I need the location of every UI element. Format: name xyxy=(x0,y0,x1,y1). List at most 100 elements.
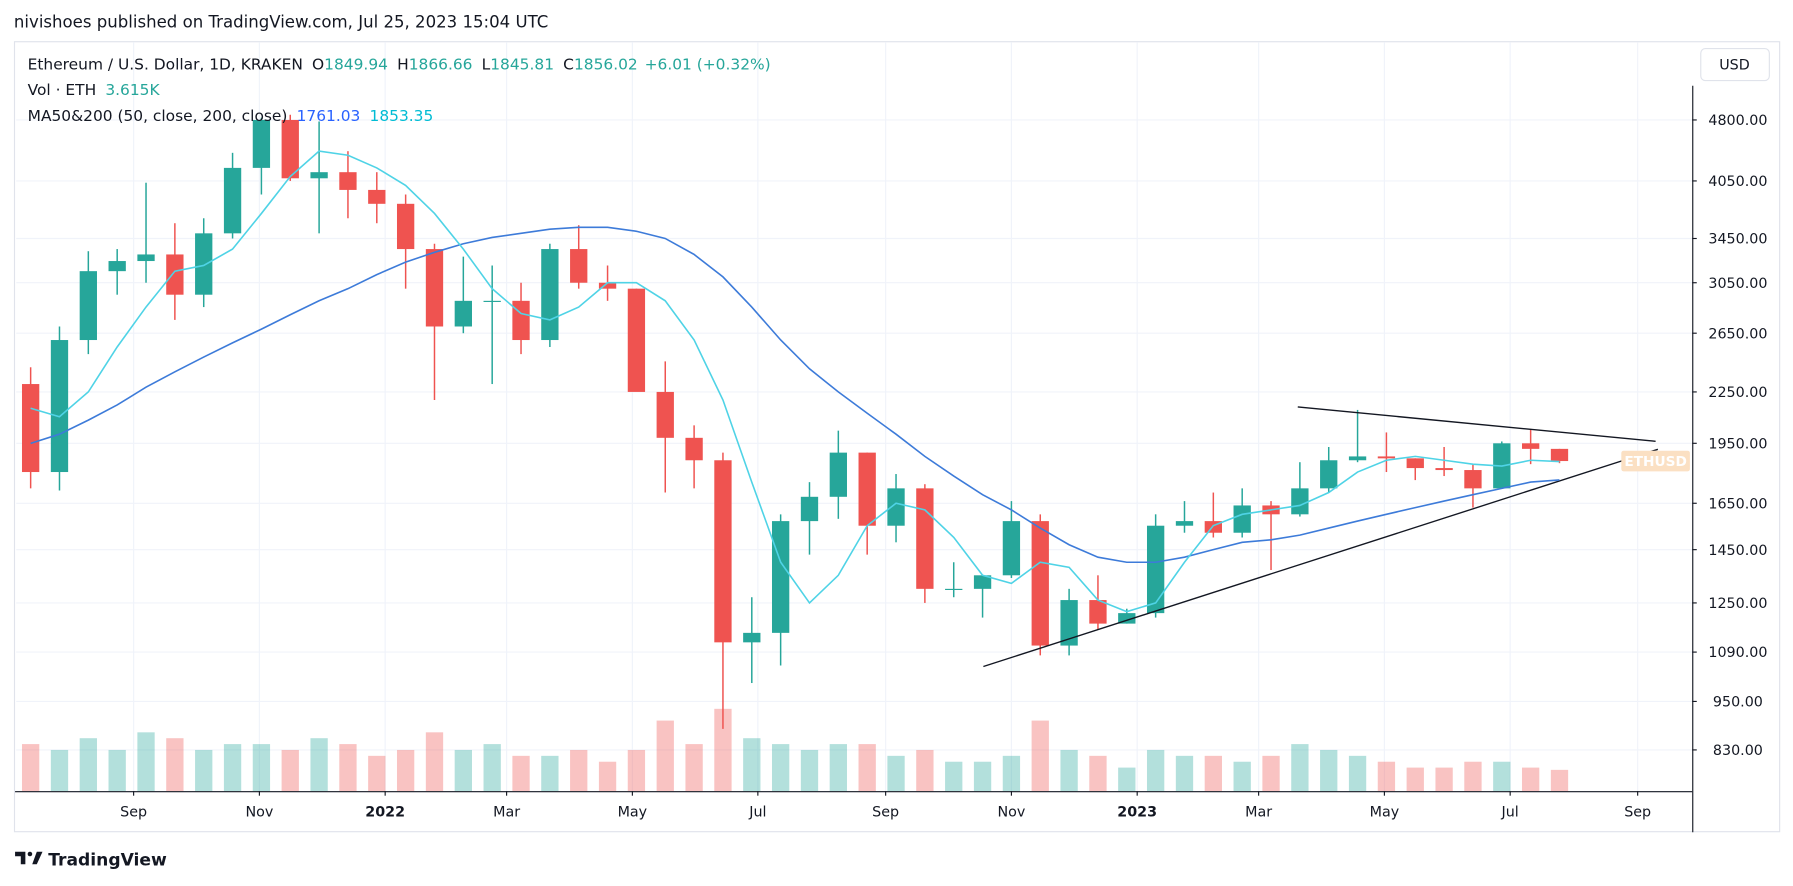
volume-bar xyxy=(743,738,761,792)
volume-bar xyxy=(1435,767,1453,792)
volume-bar xyxy=(1118,767,1136,792)
currency-button[interactable] xyxy=(1700,48,1770,82)
y-tick-label: 1450.00 xyxy=(1708,543,1767,559)
candle-body xyxy=(1118,613,1136,624)
volume-bar xyxy=(21,744,40,792)
legend-line-2: Vol · ETH 3.615K xyxy=(28,81,161,99)
y-tick-label: 3450.00 xyxy=(1708,232,1767,248)
volume-label: Vol · ETH xyxy=(28,81,97,99)
logo-dot xyxy=(27,851,33,857)
x-tick-label: Sep xyxy=(120,804,147,820)
volume-bar xyxy=(195,749,213,792)
volume-bar xyxy=(1493,761,1511,792)
moving-average-line xyxy=(30,226,1560,564)
volume-bar xyxy=(454,749,472,792)
volume-bar xyxy=(1521,767,1540,792)
high-label: H xyxy=(397,56,409,74)
symbol-tag-bg xyxy=(1621,450,1690,472)
logo-mark xyxy=(15,851,26,865)
candle-body xyxy=(800,496,819,522)
candle-body xyxy=(1348,456,1367,461)
y-tick-label: 2250.00 xyxy=(1708,385,1767,401)
candle-body xyxy=(108,261,126,272)
ma200-value: 1761.03 xyxy=(297,107,361,125)
support-trendline xyxy=(983,448,1659,668)
tradingview-logo: TradingView xyxy=(15,850,167,870)
candle-body xyxy=(598,282,617,289)
volume-bar xyxy=(1002,755,1021,792)
y-tick-label: 950.00 xyxy=(1713,695,1763,711)
volume-bar xyxy=(627,749,646,792)
volume-bar xyxy=(368,755,386,792)
brand-name: TradingView xyxy=(48,850,167,870)
volume-bar xyxy=(339,744,357,792)
candle-body xyxy=(973,575,992,589)
y-tick-label: 1090.00 xyxy=(1708,645,1767,661)
candle-body xyxy=(1089,600,1107,624)
volume-bar xyxy=(1550,769,1569,792)
candle-body xyxy=(714,460,732,643)
chart-frame xyxy=(13,41,1781,833)
candle-body xyxy=(425,249,444,327)
volume-bar xyxy=(656,720,674,792)
candle-body xyxy=(223,167,242,234)
candle-body xyxy=(50,340,69,473)
candle-body xyxy=(685,437,703,461)
x-tick-label: Mar xyxy=(1245,804,1272,820)
volume-bar xyxy=(973,761,992,792)
volume-bar xyxy=(1291,744,1309,792)
candle-body xyxy=(1550,448,1569,462)
volume-bar xyxy=(771,744,790,792)
volume-bar xyxy=(945,761,963,792)
volume-bar xyxy=(829,744,847,792)
candle-body xyxy=(1060,600,1078,646)
candle-body xyxy=(79,271,97,341)
legend-line-3: MA50&200 (50, close, 200, close) 1761.03 1… xyxy=(28,107,434,125)
open-label: O xyxy=(312,56,324,74)
volume-bar xyxy=(1377,761,1396,792)
candle-body xyxy=(483,300,501,302)
y-tick-label: 1950.00 xyxy=(1708,436,1767,452)
y-tick-label: 1650.00 xyxy=(1708,496,1767,512)
candle-body xyxy=(166,254,184,295)
volume-bar xyxy=(310,738,328,792)
ma-label: MA50&200 (50, close, 200, close) xyxy=(28,107,288,125)
volume-bar xyxy=(166,738,184,792)
volume-bar xyxy=(1204,755,1222,792)
candle-body xyxy=(743,632,761,643)
volume-bar xyxy=(1089,755,1107,792)
open-value: 1849.94 xyxy=(324,56,388,74)
moving-average-line xyxy=(30,150,1560,613)
candle-body xyxy=(454,300,472,327)
x-tick-label: May xyxy=(618,804,648,820)
volume-bar xyxy=(223,744,242,792)
candle-body xyxy=(570,249,588,283)
volume-bar xyxy=(541,755,559,792)
low-value: 1845.81 xyxy=(490,56,554,74)
volume-bar xyxy=(685,744,703,792)
volume-bar xyxy=(916,749,934,792)
candle-body xyxy=(1435,468,1453,471)
candle-body xyxy=(887,488,905,526)
candle-body xyxy=(1291,488,1309,515)
published-line: nivishoes published on TradingView.com, … xyxy=(14,12,548,31)
logo-slash xyxy=(32,851,43,865)
candle-body xyxy=(1464,470,1482,489)
volume-bar xyxy=(79,738,97,792)
y-tick-label: 4050.00 xyxy=(1708,174,1767,190)
candle-body xyxy=(945,588,963,590)
resistance-trendline xyxy=(1297,406,1656,442)
candle-body xyxy=(339,172,357,190)
candle-body xyxy=(1521,443,1540,449)
volume-bar xyxy=(50,749,69,792)
x-tick-label: Sep xyxy=(1624,804,1651,820)
candle-body xyxy=(368,189,386,204)
grid xyxy=(16,42,1693,792)
close-value: 1856.02 xyxy=(574,56,638,74)
x-tick-label: Nov xyxy=(997,804,1025,820)
y-tick-label: 3050.00 xyxy=(1708,276,1767,292)
volume-bar xyxy=(887,755,905,792)
volume-bar xyxy=(1031,720,1049,792)
volume-bar xyxy=(1175,755,1194,792)
volume-value: 3.615K xyxy=(105,81,160,99)
